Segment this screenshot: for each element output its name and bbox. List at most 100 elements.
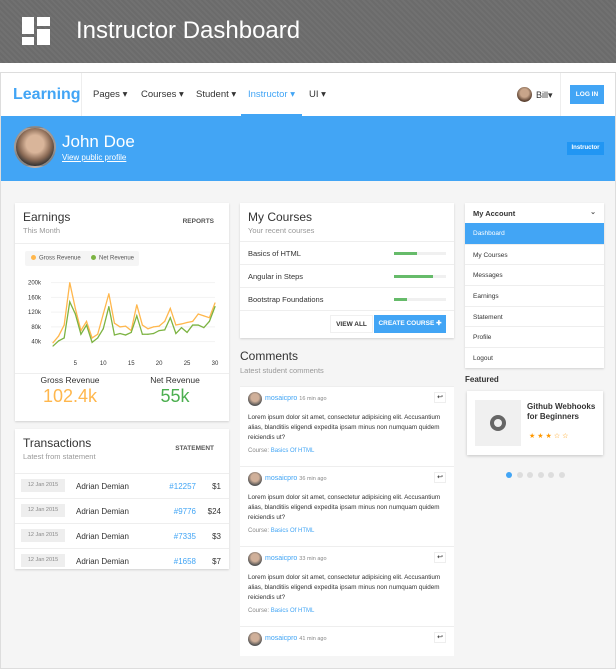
course-row[interactable]: Basics of HTML [240, 241, 454, 264]
nav-student[interactable]: Student ▾ [196, 89, 237, 100]
carousel-dot[interactable] [516, 472, 523, 478]
commenter-name-link[interactable]: mosaicpro [265, 555, 298, 562]
gross-data-point [74, 307, 76, 310]
reports-button[interactable]: REPORTS [182, 218, 214, 225]
commenter-name-link[interactable]: mosaicpro [265, 635, 298, 642]
course-link[interactable]: Basics Of HTML [270, 448, 315, 454]
course-link[interactable]: Basics Of HTML [270, 608, 315, 614]
gross-data-point [186, 321, 188, 324]
login-button[interactable]: LOG IN [570, 85, 604, 104]
net-data-point [63, 337, 65, 339]
transaction-name: Adrian Demian [76, 507, 129, 516]
account-menu-item[interactable]: Logout [465, 347, 604, 368]
gross-data-point [85, 320, 88, 322]
gross-data-point [102, 313, 104, 315]
course-progress-bar [394, 275, 446, 278]
transaction-id-link[interactable]: #7335 [173, 532, 196, 541]
course-name: Bootstrap Foundations [248, 295, 324, 304]
gross-data-point [97, 333, 99, 335]
transaction-name: Adrian Demian [76, 482, 129, 491]
user-avatar[interactable] [517, 87, 532, 102]
statement-button[interactable]: STATEMENT [175, 445, 214, 452]
course-link[interactable]: Basics Of HTML [270, 528, 315, 534]
account-menu-item[interactable]: Dashboard [465, 223, 604, 244]
account-menu-item[interactable]: Messages [465, 264, 604, 285]
transaction-date: 12 Jan 2015 [21, 504, 65, 517]
nav-pages[interactable]: Pages ▾ [93, 89, 128, 100]
x-tick-label: 25 [184, 361, 191, 367]
account-menu-item[interactable]: Profile [465, 326, 604, 347]
commenter-name-link[interactable]: mosaicpro [265, 395, 298, 402]
gross-data-point [208, 317, 211, 319]
transaction-id-link[interactable]: #12257 [169, 482, 196, 491]
transaction-id-link[interactable]: #1658 [173, 557, 196, 566]
carousel-dot[interactable] [537, 472, 544, 478]
transaction-row: 12 Jan 2015 Adrian Demian #7335 $3 [15, 523, 229, 548]
account-menu-header[interactable]: My Account ⌄ [473, 209, 596, 218]
x-tick-label: 15 [128, 361, 135, 367]
gross-data-point [125, 325, 127, 327]
gross-data-point [169, 307, 171, 310]
course-row[interactable]: Bootstrap Foundations [240, 287, 454, 310]
nav-courses[interactable]: Courses ▾ [141, 89, 184, 100]
carousel-dot[interactable] [558, 472, 565, 478]
course-name: Basics of HTML [248, 249, 301, 258]
account-menu-item[interactable]: My Courses [465, 243, 604, 265]
net-data-point [108, 306, 110, 308]
brand-logo[interactable]: Learning [13, 86, 81, 103]
net-data-point [186, 331, 188, 334]
chart-legend: Gross Revenue Net Revenue [25, 251, 139, 266]
reply-icon[interactable]: ↩ [434, 472, 446, 483]
reply-icon[interactable]: ↩ [434, 392, 446, 403]
rating-stars: ★★★☆☆ [529, 433, 571, 440]
gross-data-point [69, 282, 71, 284]
earnings-title: Earnings [23, 210, 71, 224]
featured-course-card[interactable]: Github Webhooks for Beginners ★★★☆☆ [467, 391, 603, 455]
view-all-button[interactable]: VIEW ALL [330, 315, 373, 333]
gross-data-point [63, 324, 65, 326]
transaction-amount: $3 [212, 532, 221, 541]
gross-data-point [136, 304, 138, 306]
carousel-dot[interactable] [506, 472, 512, 478]
transactions-subtitle: Latest from statement [23, 452, 96, 461]
net-data-point [136, 315, 138, 317]
commenter-name-link[interactable]: mosaicpro [265, 475, 298, 482]
commenter-avatar [248, 552, 262, 566]
comment-item: mosaicpro 41 min ago ↩ [240, 626, 454, 656]
view-profile-link[interactable]: View public profile [62, 153, 127, 162]
nav-instructor[interactable]: Instructor ▾ [240, 89, 303, 116]
net-data-point [74, 313, 76, 315]
gross-data-point [52, 342, 54, 344]
account-menu-item[interactable]: Earnings [465, 285, 604, 306]
reply-icon[interactable]: ↩ [434, 632, 446, 643]
account-menu-item[interactable]: Statement [465, 305, 604, 327]
role-badge[interactable]: Instructor [567, 142, 604, 155]
account-menu: My Account ⌄ Dashboard My Courses Messages E… [465, 203, 604, 368]
user-menu[interactable]: Bill▾ [536, 90, 553, 100]
create-course-button[interactable]: CREATE COURSE ✚ [374, 315, 446, 333]
nav-ui[interactable]: UI ▾ [309, 89, 326, 100]
comment-course: Course: Basics Of HTML [248, 448, 315, 454]
featured-title: Featured [465, 375, 499, 384]
carousel-dot[interactable] [548, 472, 554, 478]
app-frame: Learning Pages ▾ Courses ▾ Student ▾ Ins… [0, 72, 616, 669]
net-data-point [147, 333, 149, 335]
transaction-date: 12 Jan 2015 [21, 554, 65, 567]
carousel-dot[interactable] [527, 472, 533, 478]
gross-total: Gross Revenue 102.4k [40, 375, 100, 406]
net-data-point [97, 337, 99, 339]
transaction-amount: $7 [212, 557, 221, 566]
course-row[interactable]: Angular in Steps [240, 264, 454, 287]
courses-card: My Courses Your recent courses Basics of… [240, 203, 454, 338]
net-data-point [52, 345, 54, 347]
y-tick-label: 40k [31, 340, 42, 346]
gross-data-point [57, 335, 60, 337]
course-name: Angular in Steps [248, 272, 304, 281]
transaction-date: 12 Jan 2015 [21, 529, 65, 542]
net-data-point [203, 327, 205, 329]
comment-time: 41 min ago [299, 636, 327, 642]
transaction-id-link[interactable]: #9776 [173, 507, 196, 516]
reply-icon[interactable]: ↩ [434, 552, 446, 563]
net-legend-label: Net Revenue [99, 255, 135, 262]
comment-text: Lorem ipsum dolor sit amet, consectetur … [248, 414, 441, 441]
